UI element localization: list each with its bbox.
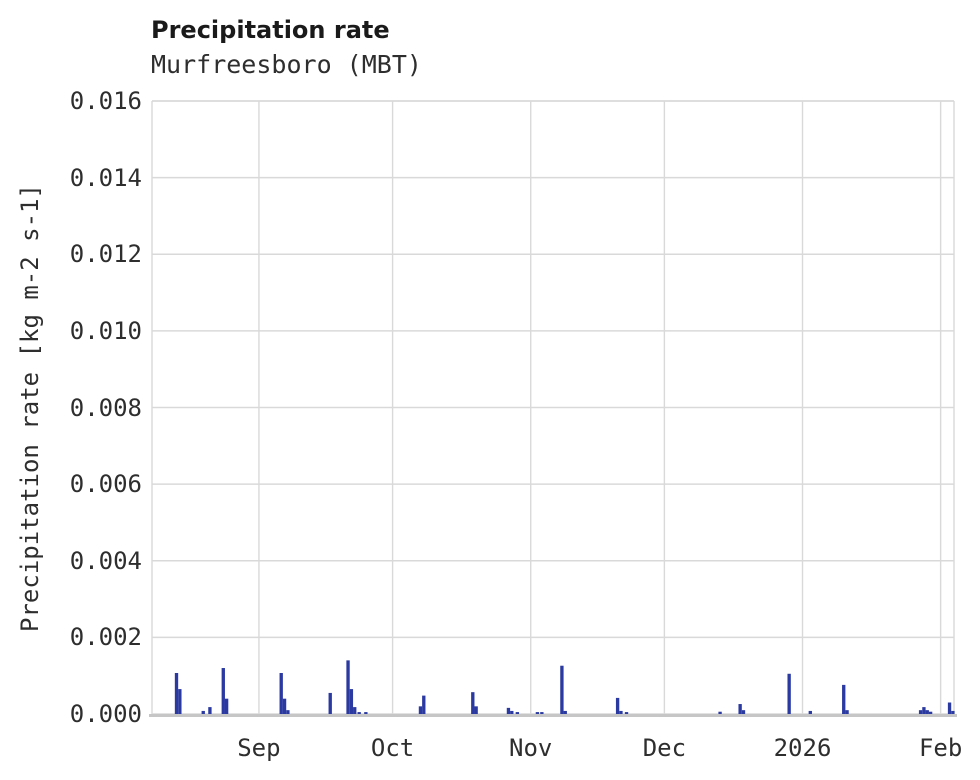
precipitation-bar [208,707,212,714]
precipitation-bar [353,707,357,714]
precipitation-bar [624,712,629,714]
precipitation-bar [221,668,225,714]
precipitation-bar [286,710,290,714]
precipitation-bar [346,660,350,714]
precipitation-bar [738,704,742,714]
y-tick-label: 0.002 [69,623,142,652]
y-tick-label: 0.006 [69,470,142,499]
precipitation-bar [364,712,368,714]
precipitation-bar [422,695,426,714]
precipitation-bar [471,692,475,714]
precipitation-bar [349,689,354,714]
chart-title: Precipitation rate [151,16,390,44]
y-tick-label: 0.010 [69,316,142,345]
precipitation-bar [947,702,952,714]
x-tick-label: Nov [509,734,553,762]
precipitation-bar [845,710,849,714]
precipitation-bar [357,712,361,714]
x-tick-label: 2026 [773,734,832,762]
precipitation-bar [540,712,544,714]
x-tick-label: Oct [370,734,415,762]
precipitation-bar [619,710,623,714]
y-tick-label: 0.004 [69,546,142,575]
x-tick-label: Feb [918,734,963,762]
precipitation-bar [418,706,423,714]
precipitation-bar [279,673,283,714]
x-tick-label: Dec [642,734,687,762]
y-tick-label: 0.014 [69,163,142,192]
x-tick-label: Sep [237,734,281,762]
chart-subtitle: Murfreesboro (MBT) [151,50,422,79]
precipitation-bar [506,707,511,714]
precipitation-bar [201,710,205,714]
y-tick-label: 0.012 [69,240,142,269]
precipitation-bar [535,712,540,714]
precipitation-bar [560,665,564,714]
precipitation-bar [328,692,332,714]
precipitation-bar [615,697,620,714]
precipitation-bar [842,684,846,714]
precipitation-bar [741,710,746,714]
precipitation-bar [563,710,567,714]
y-tick-label: 0.016 [69,87,142,115]
precipitation-bar [808,710,812,714]
precipitation-bar [178,689,182,714]
precipitation-bar [510,710,514,714]
y-tick-label: 0.000 [69,700,142,728]
precipitation-bar [474,706,478,714]
precipitation-bar [951,710,955,714]
y-tick-label: 0.008 [69,393,142,422]
precipitation-bar [922,707,926,714]
precipitation-bar [515,712,520,714]
precipitation-bar [787,673,791,714]
precipitation-bar [174,673,179,714]
precipitation-bar [925,710,929,714]
precipitation-bar [918,710,923,714]
precipitation-bar [224,698,229,714]
precipitation-bar [718,711,722,714]
precipitation-bar [282,698,287,714]
precipitation-bar [928,711,933,714]
